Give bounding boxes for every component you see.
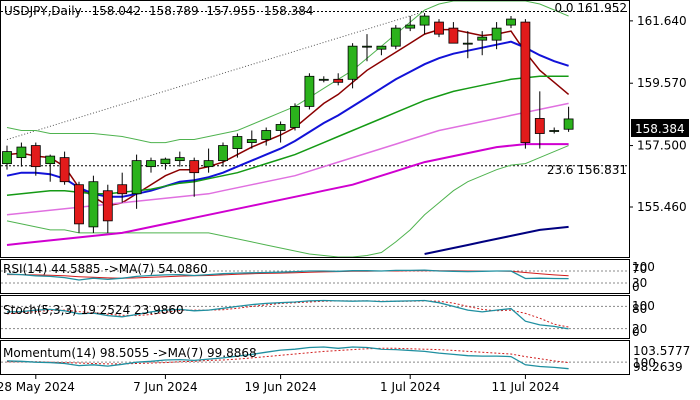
price-tick-label: 157.500 bbox=[637, 139, 687, 153]
candle-bear bbox=[520, 21, 531, 143]
rsi-scale-70: 70 bbox=[632, 262, 647, 276]
candle-bull bbox=[146, 160, 156, 168]
moving-average-ma-blue bbox=[6, 40, 569, 198]
current-price-label: 158.384 bbox=[635, 122, 685, 136]
candle-bull bbox=[462, 42, 473, 45]
high-value: 158.789 bbox=[149, 4, 199, 18]
stoch-panel-frame bbox=[0, 295, 630, 339]
candle-bull bbox=[232, 136, 243, 149]
current-price-box bbox=[631, 119, 689, 137]
date-tick-label: 7 Jun 2024 bbox=[133, 380, 198, 394]
axis-layer: 161.640 159.570 157.500 155.460 28 May 2024 7… bbox=[0, 14, 687, 394]
candle-bull bbox=[203, 160, 214, 168]
candle-bull bbox=[160, 158, 171, 165]
fib-236-label: 23.6 156.831 bbox=[547, 163, 627, 177]
date-tick-label: 11 Jul 2024 bbox=[491, 380, 559, 394]
fib-top-label: 0.0 161.952 bbox=[554, 1, 627, 15]
momentum-scale-low: 98.2639 bbox=[633, 360, 683, 374]
candle-bull bbox=[318, 78, 329, 81]
moving-average-ma-green bbox=[6, 75, 569, 197]
candle-bull bbox=[45, 155, 56, 165]
candle-bull bbox=[477, 36, 488, 41]
stoch-label: Stoch(5,3,3) 19.2524 23.9860 bbox=[3, 303, 184, 317]
stoch-scale-0: 0 bbox=[632, 325, 640, 339]
candle-bear bbox=[30, 145, 41, 168]
date-tick-label: 28 May 2024 bbox=[0, 380, 75, 394]
candle-bull bbox=[405, 24, 416, 29]
momentum-label: Momentum(14) 98.5055 ->MA(7) 99.8868 bbox=[3, 346, 257, 360]
date-tick-label: 1 Jul 2024 bbox=[380, 380, 440, 394]
candle-bull bbox=[246, 139, 257, 143]
rsi-label: RSI(14) 44.5885 ->MA(7) 54.0860 bbox=[3, 262, 208, 276]
stoch-signal-line bbox=[6, 300, 569, 328]
candle-bull bbox=[419, 15, 430, 26]
oscillator-layer bbox=[1, 269, 629, 370]
date-tick-label: 19 Jun 2024 bbox=[245, 380, 317, 394]
candle-bull bbox=[347, 45, 358, 80]
rsi-panel-frame bbox=[0, 259, 630, 294]
stoch-scale-20: 20 bbox=[632, 322, 647, 336]
candle-bull bbox=[506, 18, 516, 26]
candle-bull bbox=[174, 157, 185, 162]
main-price-layer bbox=[1, 1, 629, 257]
moving-average-ma-navy bbox=[424, 225, 569, 255]
candle-bear bbox=[434, 21, 444, 35]
candle-bull bbox=[2, 151, 12, 165]
band-lower-line bbox=[6, 145, 569, 257]
moving-average-ma-short bbox=[6, 28, 570, 207]
candle-bull bbox=[131, 160, 142, 195]
candle-bear bbox=[534, 118, 545, 134]
candle-bear bbox=[59, 157, 70, 183]
momentum-scale-100: 100 bbox=[633, 356, 656, 370]
open-value: 158.042 bbox=[92, 4, 142, 18]
price-tick-label: 161.640 bbox=[637, 14, 687, 28]
candle-bull bbox=[261, 130, 272, 140]
close-value: 158.384 bbox=[264, 4, 314, 18]
candle-bull bbox=[362, 45, 372, 48]
candle-bear bbox=[74, 184, 84, 225]
candle-bull bbox=[549, 130, 560, 132]
candle-bull bbox=[218, 145, 228, 162]
rsi-scale-0: 0 bbox=[632, 280, 640, 294]
candle-bull bbox=[563, 118, 574, 130]
band-upper-line bbox=[6, 1, 569, 144]
rsi-main-line bbox=[6, 269, 569, 281]
momentum-main-line bbox=[6, 346, 569, 370]
candle-bull bbox=[304, 75, 315, 107]
candle-bear bbox=[448, 27, 459, 44]
symbol-label: USDJPY,Daily bbox=[4, 4, 82, 18]
stoch-main-line bbox=[6, 299, 569, 330]
candle-bull bbox=[88, 181, 99, 228]
momentum-signal-line bbox=[7, 347, 569, 365]
moving-average-ma-magenta bbox=[6, 143, 569, 246]
candle-bull bbox=[16, 146, 27, 159]
candle-bear bbox=[102, 190, 113, 222]
momentum-panel-frame bbox=[0, 340, 630, 375]
stoch-scale-100: 100 bbox=[632, 299, 655, 313]
candle-bull bbox=[275, 124, 286, 131]
price-tick-label: 159.570 bbox=[637, 76, 687, 90]
rsi-scale-30: 30 bbox=[632, 276, 647, 290]
price-tick-label: 155.460 bbox=[637, 200, 687, 214]
trendline bbox=[6, 11, 425, 141]
candle-bull bbox=[390, 27, 401, 47]
candle-bear bbox=[189, 160, 200, 174]
chart-header: USDJPY,Daily 158.042 158.789 157.955 158… bbox=[4, 4, 313, 18]
low-value: 157.955 bbox=[206, 4, 256, 18]
candle-bull bbox=[376, 45, 387, 50]
candle-bear bbox=[117, 184, 128, 195]
momentum-scale-high: 103.5777 bbox=[633, 344, 690, 358]
candle-bull bbox=[290, 106, 300, 128]
stoch-scale-80: 80 bbox=[632, 302, 647, 316]
candle-bull bbox=[491, 27, 502, 41]
moving-average-ma-pink bbox=[6, 102, 569, 216]
rsi-scale-100: 100 bbox=[632, 260, 655, 274]
candle-bear bbox=[333, 78, 344, 83]
